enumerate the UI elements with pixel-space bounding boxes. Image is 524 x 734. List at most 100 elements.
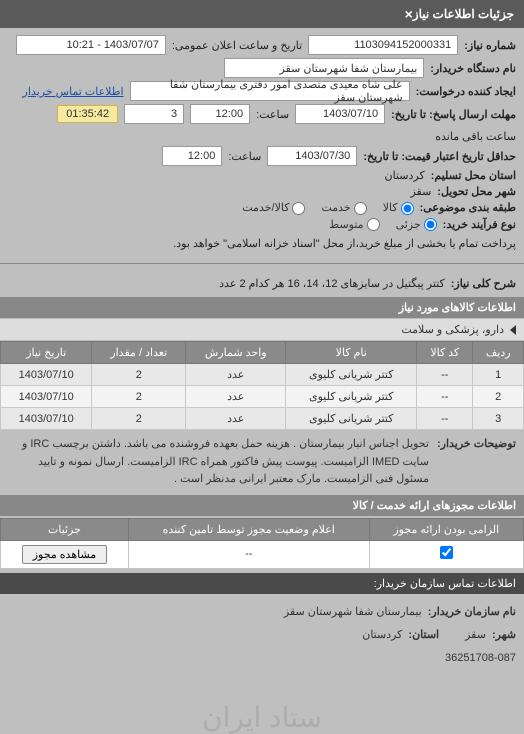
permits-table: الزامی بودن ارائه مجوز اعلام وضعیت مجوز … [0, 518, 524, 569]
col-name: نام کالا [286, 342, 417, 364]
contact-org-label: نام سازمان خریدار: [428, 603, 516, 623]
modal-title: جزئیات اطلاعات نیاز [413, 7, 514, 21]
req-no-value: 1103094152000331 [308, 35, 458, 55]
remain-days: 3 [124, 104, 184, 124]
purchase-note: پرداخت تمام یا بخشی از مبلغ خرید،از محل … [173, 237, 516, 250]
description-box: توضیحات خریدار: تحویل اجناس انبار بیمارس… [0, 430, 524, 495]
col-code: کد کالا [417, 342, 473, 364]
pur-medium-radio[interactable] [367, 218, 380, 231]
table-cell: 1 [473, 364, 524, 386]
need-title: کتتر پیگتیل در سایزهای 12، 14، 16 هر کدا… [219, 277, 445, 290]
contact-prov: کردستان [362, 626, 402, 646]
perm-col-2: اعلام وضعیت مجوز توسط تامین کننده [128, 518, 369, 540]
cat-goods-option[interactable]: کالا [383, 201, 414, 215]
permits-header-row: الزامی بودن ارائه مجوز اعلام وضعیت مجوز … [1, 518, 524, 540]
table-cell: 2 [92, 408, 186, 430]
table-cell: عدد [186, 364, 286, 386]
need-title-label: شرح کلی نیاز: [451, 277, 516, 290]
table-row: 3--کتتر شریانی کلیویعدد21403/07/10 [1, 408, 524, 430]
cat-goods-service-radio[interactable] [292, 202, 305, 215]
cat-goods-radio[interactable] [401, 202, 414, 215]
time-label-2: ساعت: [228, 150, 261, 163]
info-section: شماره نیاز: 1103094152000331 تاریخ و ساع… [0, 28, 524, 257]
perm-status: -- [128, 540, 369, 568]
modal-header: جزئیات اطلاعات نیاز × [0, 0, 524, 28]
table-cell: -- [417, 364, 473, 386]
table-row: 2--کتتر شریانی کلیویعدد21403/07/10 [1, 386, 524, 408]
remain-suffix: ساعت باقی مانده [435, 130, 516, 143]
table-cell: 1403/07/10 [1, 408, 92, 430]
pur-medium-option[interactable]: متوسط [329, 218, 380, 232]
table-cell: 2 [92, 364, 186, 386]
requester-value: علی شاه معیدی متصدی امور دفتری بیمارستان… [130, 81, 410, 101]
perm-col-1: الزامی بودن ارائه مجوز [369, 518, 523, 540]
cat-goods-service-option[interactable]: کالا/خدمت [242, 201, 305, 215]
table-cell: کتتر شریانی کلیوی [286, 386, 417, 408]
collapse-icon [510, 325, 516, 335]
items-heading: اطلاعات کالاهای مورد نیاز [0, 297, 524, 318]
contact-section: نام سازمان خریدار: بیمارستان شفا شهرستان… [0, 594, 524, 677]
contact-heading: اطلاعات تماس سازمان خریدار: [0, 573, 524, 594]
items-group-label: دارو، پزشکی و سلامت [401, 323, 504, 336]
items-group-row[interactable]: دارو، پزشکی و سلامت [0, 318, 524, 341]
countdown: 01:35:42 [57, 105, 118, 123]
time-label-1: ساعت: [256, 108, 289, 121]
permits-heading: اطلاعات مجوزهای ارائه خدمت / کالا [0, 495, 524, 516]
cat-service-option[interactable]: خدمت [321, 201, 366, 215]
requester-label: ایجاد کننده درخواست: [416, 85, 516, 98]
purchase-label: نوع فرآیند خرید: [443, 218, 516, 231]
buyer-value: بیمارستان شفا شهرستان سقز [224, 58, 424, 78]
table-cell: 2 [473, 386, 524, 408]
table-cell: عدد [186, 386, 286, 408]
table-cell: 1403/07/10 [1, 386, 92, 408]
purchase-group: نوع فرآیند خرید: جزئی متوسط پرداخت تمام … [8, 218, 516, 251]
validity-date: 1403/07/30 [267, 146, 357, 166]
category-group: طبقه بندی موضوعی: کالا خدمت کالا/خدمت [8, 201, 516, 215]
col-date: تاریخ نیاز [1, 342, 92, 364]
description-label: توضیحات خریدار: [437, 436, 516, 489]
table-row: 1--کتتر شریانی کلیویعدد21403/07/10 [1, 364, 524, 386]
deadline-date: 1403/07/10 [295, 104, 385, 124]
watermark: ستاد ایران [0, 701, 524, 734]
pur-small-option[interactable]: جزئی [396, 218, 437, 232]
description-text: تحویل اجناس انبار بیمارستان . هزینه حمل … [8, 436, 429, 489]
perm-col-3: جزئیات [1, 518, 129, 540]
public-date-label: تاریخ و ساعت اعلان عمومی: [172, 39, 302, 52]
items-header-row: ردیف کد کالا نام کالا واحد شمارش تعداد /… [1, 342, 524, 364]
perm-checkbox-cell [369, 540, 523, 568]
perm-required-checkbox[interactable] [440, 546, 453, 559]
table-cell: -- [417, 408, 473, 430]
close-icon[interactable]: × [405, 6, 413, 22]
table-cell: کتتر شریانی کلیوی [286, 408, 417, 430]
contact-city: سقز [465, 626, 486, 646]
req-no-label: شماره نیاز: [464, 39, 516, 52]
table-cell: کتتر شریانی کلیوی [286, 364, 417, 386]
col-n: ردیف [473, 342, 524, 364]
view-permit-button[interactable]: مشاهده مجوز [22, 545, 107, 564]
contact-phone: 36251708-087 [445, 649, 516, 669]
col-unit: واحد شمارش [186, 342, 286, 364]
validity-label: حداقل تاریخ اعتبار قیمت: تا تاریخ: [363, 150, 516, 163]
pur-small-radio[interactable] [424, 218, 437, 231]
separator-1 [0, 263, 524, 264]
need-section: شرح کلی نیاز: کتتر پیگتیل در سایزهای 12،… [0, 270, 524, 297]
contact-org: بیمارستان شفا شهرستان سقز [284, 603, 422, 623]
cat-service-radio[interactable] [354, 202, 367, 215]
public-date-value: 1403/07/07 - 10:21 [16, 35, 166, 55]
permits-row: -- مشاهده مجوز [1, 540, 524, 568]
contact-city-label: شهر: [492, 626, 516, 646]
deadline-time: 12:00 [190, 104, 250, 124]
contact-link[interactable]: اطلاعات تماس خریدار [23, 85, 124, 98]
table-cell: 3 [473, 408, 524, 430]
table-cell: 2 [92, 386, 186, 408]
items-table: ردیف کد کالا نام کالا واحد شمارش تعداد /… [0, 341, 524, 430]
category-label: طبقه بندی موضوعی: [420, 201, 516, 214]
table-cell: 1403/07/10 [1, 364, 92, 386]
table-cell: عدد [186, 408, 286, 430]
table-cell: -- [417, 386, 473, 408]
city-value: سقز [410, 185, 431, 198]
deadline-label: مهلت ارسال پاسخ: تا تاریخ: [391, 108, 516, 121]
buyer-label: نام دستگاه خریدار: [430, 62, 516, 75]
validity-time: 12:00 [162, 146, 222, 166]
city-label: شهر محل تحویل: [437, 185, 516, 198]
